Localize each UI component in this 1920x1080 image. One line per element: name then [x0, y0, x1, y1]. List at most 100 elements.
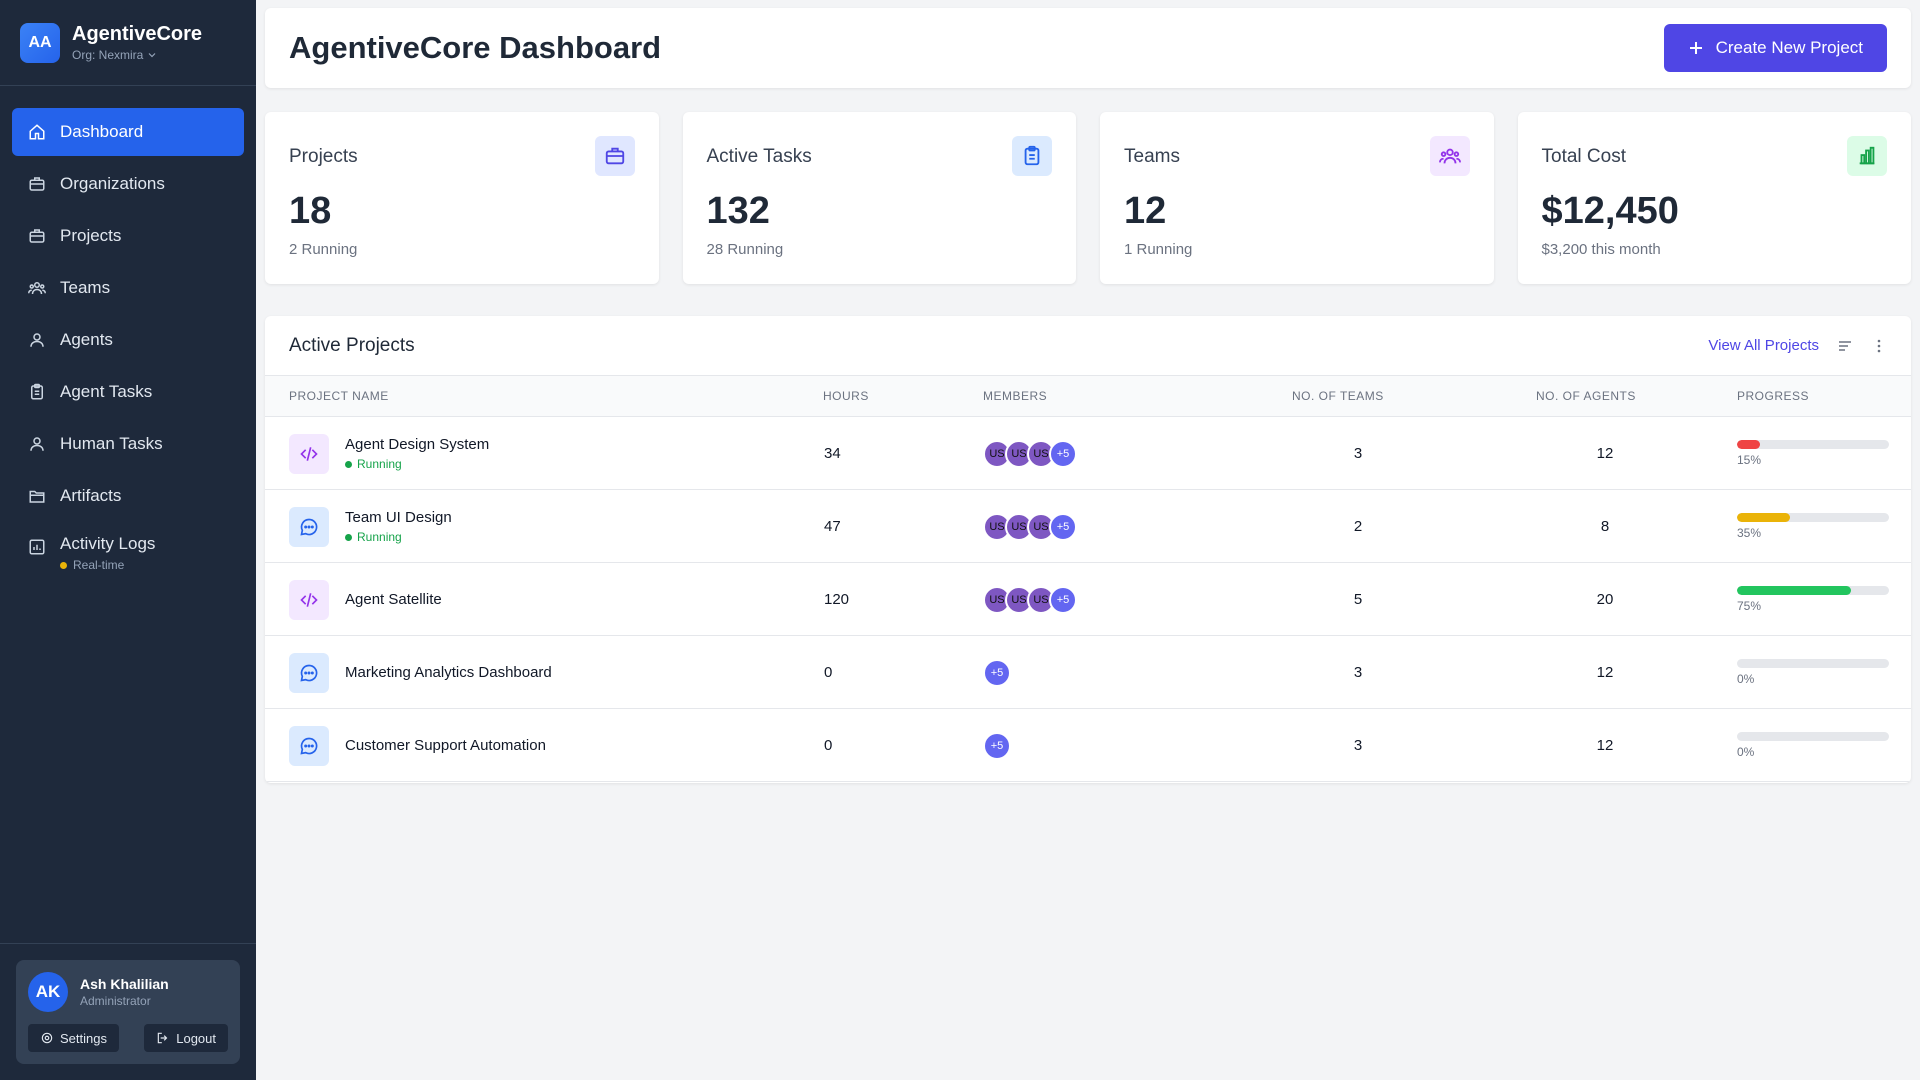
more-members-badge: +5: [1049, 512, 1077, 541]
stat-card-teams: Teams 12 1 Running: [1100, 112, 1494, 284]
status-badge: Running: [345, 457, 489, 471]
chevron-down-icon: [148, 53, 156, 58]
code-icon: [289, 579, 329, 620]
col-hours[interactable]: HOURS: [823, 389, 869, 403]
org-switcher[interactable]: Org: Nexmira: [72, 48, 202, 62]
member-avatars[interactable]: +5: [983, 731, 1011, 760]
chat-icon: [289, 652, 329, 693]
teams-count: 3: [1353, 445, 1363, 462]
sidebar-item-label: Dashboard: [60, 122, 144, 141]
progress-percent: 15%: [1737, 453, 1762, 467]
sidebar-item-activity-logs[interactable]: Activity Logs Real-time: [12, 524, 244, 586]
sidebar-item-dashboard[interactable]: Dashboard: [12, 108, 244, 156]
page-header: AgentiveCore Dashboard Create New Projec…: [265, 8, 1911, 88]
org-label: Org: Nexmira: [72, 48, 144, 62]
logout-label: Logout: [176, 1030, 216, 1046]
users-icon: [1429, 136, 1470, 176]
brand-name: AgentiveCore: [72, 23, 203, 45]
more-vertical-icon[interactable]: [1871, 338, 1887, 354]
member-avatars[interactable]: US US US +5: [983, 585, 1077, 614]
progress-bar: [1737, 586, 1889, 595]
stat-label: Active Tasks: [706, 146, 812, 167]
progress-percent: 75%: [1737, 599, 1762, 613]
agents-count: 20: [1596, 591, 1614, 608]
progress-cell: 75%: [1737, 563, 1889, 636]
settings-button[interactable]: Settings: [28, 1024, 119, 1052]
home-icon: [29, 124, 45, 140]
project-name[interactable]: Customer Support Automation: [345, 737, 546, 754]
progress-bar: [1737, 732, 1889, 741]
col-project-name[interactable]: PROJECT NAME: [289, 389, 389, 403]
sidebar-item-organizations[interactable]: Organizations: [12, 160, 244, 208]
hours-value: 47: [824, 518, 841, 535]
more-members-badge: +5: [983, 658, 1011, 687]
panel-title: Active Projects: [289, 334, 415, 356]
gear-icon: [41, 1032, 53, 1044]
progress-bar: [1737, 440, 1889, 449]
table-row[interactable]: Marketing Analytics Dashboard 0 +5 3 12 …: [265, 636, 1911, 709]
chat-icon: [289, 725, 329, 766]
sidebar-item-projects[interactable]: Projects: [12, 212, 244, 260]
agents-count: 8: [1600, 518, 1610, 535]
sidebar-nav: Dashboard Organizations Projects Teams A…: [0, 86, 256, 586]
member-avatar: US: [1005, 439, 1033, 468]
table-row[interactable]: Customer Support Automation 0 +5 3 12 0%: [265, 709, 1911, 782]
progress-percent: 0%: [1737, 672, 1755, 686]
briefcase-icon: [29, 177, 45, 191]
progress-bar: [1737, 513, 1889, 522]
sidebar-item-teams[interactable]: Teams: [12, 264, 244, 312]
plus-icon: [1689, 42, 1702, 54]
member-avatars[interactable]: US US US +5: [983, 439, 1077, 468]
stat-value: 132: [706, 190, 770, 232]
page-title: AgentiveCore Dashboard: [289, 30, 662, 65]
member-avatars[interactable]: +5: [983, 658, 1011, 687]
sidebar-item-label: Agents: [60, 330, 113, 349]
col-members[interactable]: MEMBERS: [983, 389, 1048, 403]
col-agents[interactable]: NO. OF AGENTS: [1536, 389, 1636, 403]
sidebar: AA AgentiveCore Org: Nexmira Dashboard O…: [0, 0, 256, 1080]
project-name[interactable]: Agent Satellite: [345, 591, 442, 608]
avatar[interactable]: AK: [28, 972, 68, 1012]
active-projects-panel: Active Projects View All Projects PROJEC…: [265, 316, 1911, 783]
col-teams[interactable]: NO. OF TEAMS: [1292, 389, 1384, 403]
project-name[interactable]: Agent Design System: [345, 436, 490, 453]
sidebar-item-agents[interactable]: Agents: [12, 316, 244, 364]
user-icon: [30, 437, 44, 451]
sidebar-item-label: Agent Tasks: [60, 382, 153, 401]
progress-cell: 0%: [1737, 709, 1889, 782]
sidebar-item-human-tasks[interactable]: Human Tasks: [12, 420, 244, 468]
teams-count: 3: [1353, 737, 1363, 754]
project-name[interactable]: Team UI Design: [345, 509, 452, 526]
sidebar-item-label: Projects: [60, 226, 122, 245]
col-progress[interactable]: PROGRESS: [1737, 389, 1810, 403]
member-avatars[interactable]: US US US +5: [983, 512, 1077, 541]
brand: AA AgentiveCore Org: Nexmira: [0, 0, 256, 86]
more-members-badge: +5: [983, 731, 1011, 760]
sidebar-item-agent-tasks[interactable]: Agent Tasks: [12, 368, 244, 416]
stat-value: 18: [289, 190, 332, 232]
stat-value: $12,450: [1541, 190, 1679, 232]
stat-card-total-cost: Total Cost $12,450 $3,200 this month: [1517, 112, 1911, 284]
create-project-label: Create New Project: [1715, 38, 1863, 57]
table-row[interactable]: Agent Design System Running 34 US US US …: [265, 417, 1911, 490]
create-project-button[interactable]: Create New Project: [1663, 24, 1887, 72]
realtime-dot: [60, 561, 67, 569]
stat-card-active-tasks: Active Tasks 132 28 Running: [682, 112, 1076, 284]
user-role: Administrator: [80, 994, 151, 1008]
table-row[interactable]: Agent Satellite 120 US US US +5 5 20 75%: [265, 563, 1911, 636]
user-icon: [30, 333, 44, 347]
sort-icon[interactable]: [1837, 338, 1853, 354]
hours-value: 120: [824, 591, 850, 608]
logout-button[interactable]: Logout: [144, 1024, 228, 1052]
sidebar-item-artifacts[interactable]: Artifacts: [12, 472, 244, 520]
realtime-indicator: Real-time: [60, 558, 155, 572]
stat-label: Projects: [289, 146, 358, 167]
view-all-projects-link[interactable]: View All Projects: [1708, 337, 1819, 354]
status-badge: Running: [345, 530, 452, 544]
folder-icon: [29, 490, 45, 503]
progress-percent: 35%: [1737, 526, 1762, 540]
project-name[interactable]: Marketing Analytics Dashboard: [345, 664, 552, 681]
realtime-label: Real-time: [73, 558, 125, 572]
table-row[interactable]: Team UI Design Running 47 US US US +5 2 …: [265, 490, 1911, 563]
more-members-badge: +5: [1049, 585, 1077, 614]
